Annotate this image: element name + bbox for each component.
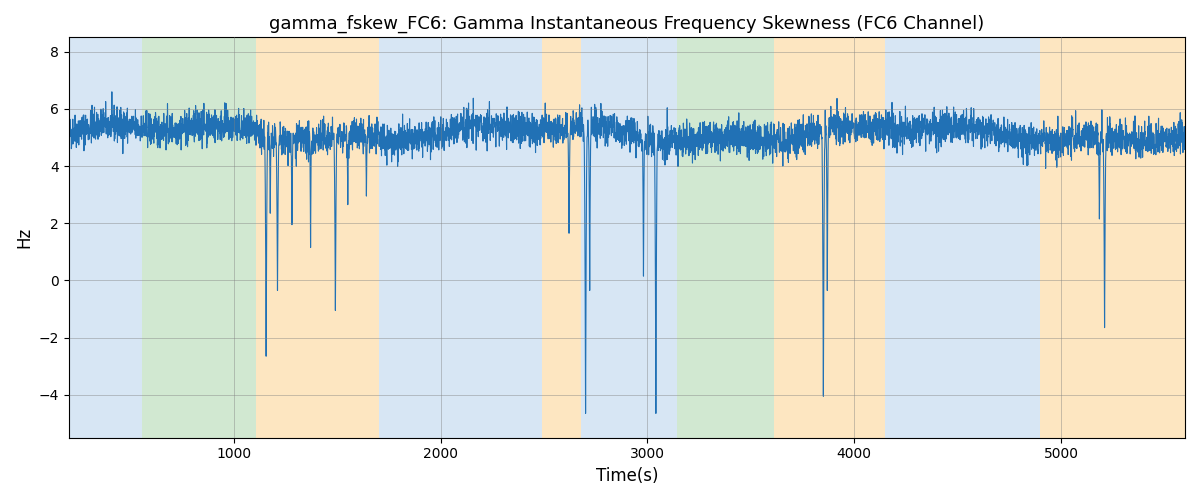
Bar [678,38,774,438]
Bar [886,38,1040,438]
Bar [68,38,142,438]
Bar [142,38,256,438]
X-axis label: Time(s): Time(s) [595,467,658,485]
Y-axis label: Hz: Hz [16,227,34,248]
Bar [1040,38,1184,438]
Bar [581,38,678,438]
Bar [379,38,542,438]
Bar [774,38,886,438]
Bar [256,38,379,438]
Bar [542,38,581,438]
Title: gamma_fskew_FC6: Gamma Instantaneous Frequency Skewness (FC6 Channel): gamma_fskew_FC6: Gamma Instantaneous Fre… [269,15,984,34]
